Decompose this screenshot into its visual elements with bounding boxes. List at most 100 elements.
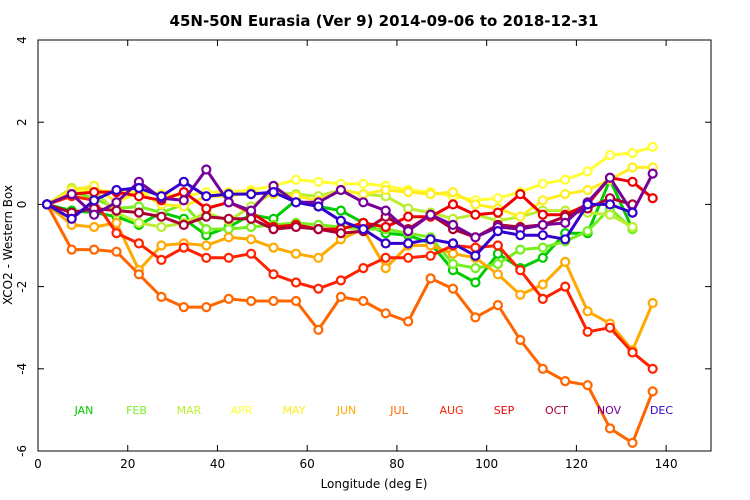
- y-axis-label: XCO2 - Western Box: [1, 185, 15, 305]
- series-6-point-5: [156, 291, 167, 302]
- series-7-point-5: [156, 254, 167, 265]
- series-6-point-7: [201, 302, 212, 313]
- series-4-point-22: [537, 195, 548, 206]
- series-line-10: [46, 168, 655, 239]
- series-11-point-10: [268, 187, 279, 198]
- series-6-point-18: [447, 283, 459, 294]
- series-8-point-2: [88, 187, 100, 198]
- series-11-point-19: [470, 250, 481, 261]
- series-11-point-12: [313, 201, 324, 212]
- series-6-point-16: [403, 316, 414, 327]
- month-label-aug: AUG: [439, 404, 463, 417]
- series-9-point-10: [268, 224, 279, 235]
- series-4-point-23: [560, 189, 571, 200]
- series-11-point-24: [582, 199, 593, 210]
- y-tick-label-2: -2: [15, 281, 29, 293]
- series-5-point-27: [647, 297, 658, 309]
- series-10-point-13: [335, 184, 346, 196]
- plot-area: [37, 39, 712, 452]
- series-8-point-21: [515, 189, 526, 200]
- series-9-point-12: [313, 224, 324, 235]
- series-8-point-15: [380, 221, 391, 233]
- series-11-point-21: [515, 230, 526, 241]
- series-10-point-27: [647, 168, 658, 179]
- series-6-point-17: [425, 273, 436, 284]
- month-label-mar: MAR: [177, 404, 202, 417]
- series-6-point-3: [111, 246, 122, 257]
- y-tick-label-0: -6: [15, 445, 29, 457]
- series-6-point-23: [560, 376, 571, 387]
- series-3-point-14: [358, 178, 369, 189]
- series-4-point-26: [627, 162, 638, 173]
- series-7-point-26: [627, 347, 638, 358]
- month-labels: JAN FEB MAR APR MAY JUN JUL AUG SEP OCT NOV DEC: [74, 404, 674, 417]
- series-4-point-18: [447, 187, 459, 198]
- series-6-point-8: [223, 293, 234, 304]
- series-6-point-21: [515, 334, 526, 346]
- series-line-6: [45, 203, 655, 445]
- series-10-point-15: [380, 205, 391, 216]
- series-10-point-6: [178, 195, 189, 206]
- x-tick-label-3: 60: [300, 457, 315, 471]
- series-10-point-8: [223, 197, 234, 208]
- series-7-point-27: [647, 363, 658, 374]
- series-8-point-27: [647, 193, 658, 204]
- series-9-point-9: [246, 213, 257, 224]
- series-10-point-7: [201, 164, 212, 175]
- month-label-oct: OCT: [545, 404, 568, 417]
- series-3-point-22: [537, 178, 548, 189]
- x-tick-label-7: 140: [655, 457, 678, 471]
- series-11-point-4: [133, 182, 144, 194]
- series-6-point-9: [246, 295, 257, 307]
- series-7-point-17: [425, 250, 436, 261]
- series-7-point-15: [380, 252, 391, 263]
- month-label-may: MAY: [283, 404, 306, 417]
- series-11-point-20: [492, 226, 503, 237]
- series-8-point-7: [201, 203, 212, 214]
- series-3-point-26: [627, 147, 638, 159]
- series-6-point-2: [88, 244, 100, 255]
- series-5-point-8: [223, 232, 234, 243]
- series-5-point-10: [268, 242, 279, 253]
- series-3-point-27: [647, 141, 658, 152]
- series-9-point-13: [335, 228, 346, 239]
- series-4-point-17: [425, 189, 436, 200]
- series-7-point-11: [290, 277, 302, 288]
- series-1-point-8: [223, 224, 234, 235]
- series-1-point-19: [470, 263, 481, 274]
- series-9-point-8: [223, 213, 234, 224]
- x-axis-label: Longitude (deg E): [321, 477, 428, 491]
- series-4-point-16: [403, 187, 414, 198]
- series-6-point-24: [582, 380, 593, 391]
- series-9-point-7: [201, 211, 212, 222]
- series-3-point-25: [604, 150, 616, 161]
- series-5-point-3: [111, 217, 122, 228]
- month-label-sep: SEP: [494, 404, 515, 417]
- series-7: [41, 191, 658, 374]
- series-7-point-19: [470, 242, 481, 253]
- series-8-point-20: [492, 207, 503, 218]
- series-5-point-23: [560, 256, 571, 267]
- series-10-point-23: [560, 217, 571, 228]
- series-11-point-26: [627, 207, 638, 218]
- series-7-point-16: [403, 252, 414, 263]
- series-11-point-22: [537, 230, 548, 241]
- series-6-point-27: [647, 386, 658, 397]
- series-11-point-5: [156, 191, 167, 202]
- x-tick-label-5: 100: [475, 457, 498, 471]
- series-line-7: [46, 194, 654, 370]
- month-label-feb: FEB: [126, 404, 147, 417]
- series-10-point-9: [246, 205, 257, 216]
- series-6-point-15: [380, 308, 391, 319]
- series-11-point-11: [290, 197, 302, 208]
- series-7-point-13: [335, 275, 346, 286]
- series-10-point-3: [111, 197, 122, 208]
- series-7-point-24: [582, 326, 593, 337]
- series-0-point-13: [335, 205, 346, 216]
- series-11-point-3: [111, 184, 122, 196]
- series-11-point-16: [403, 238, 414, 249]
- series-6-point-6: [178, 302, 189, 313]
- series-11-point-9: [246, 189, 257, 200]
- series-9-point-6: [178, 219, 189, 230]
- chart-title: 45N-50N Eurasia (Ver 9) 2014-09-06 to 20…: [170, 12, 599, 30]
